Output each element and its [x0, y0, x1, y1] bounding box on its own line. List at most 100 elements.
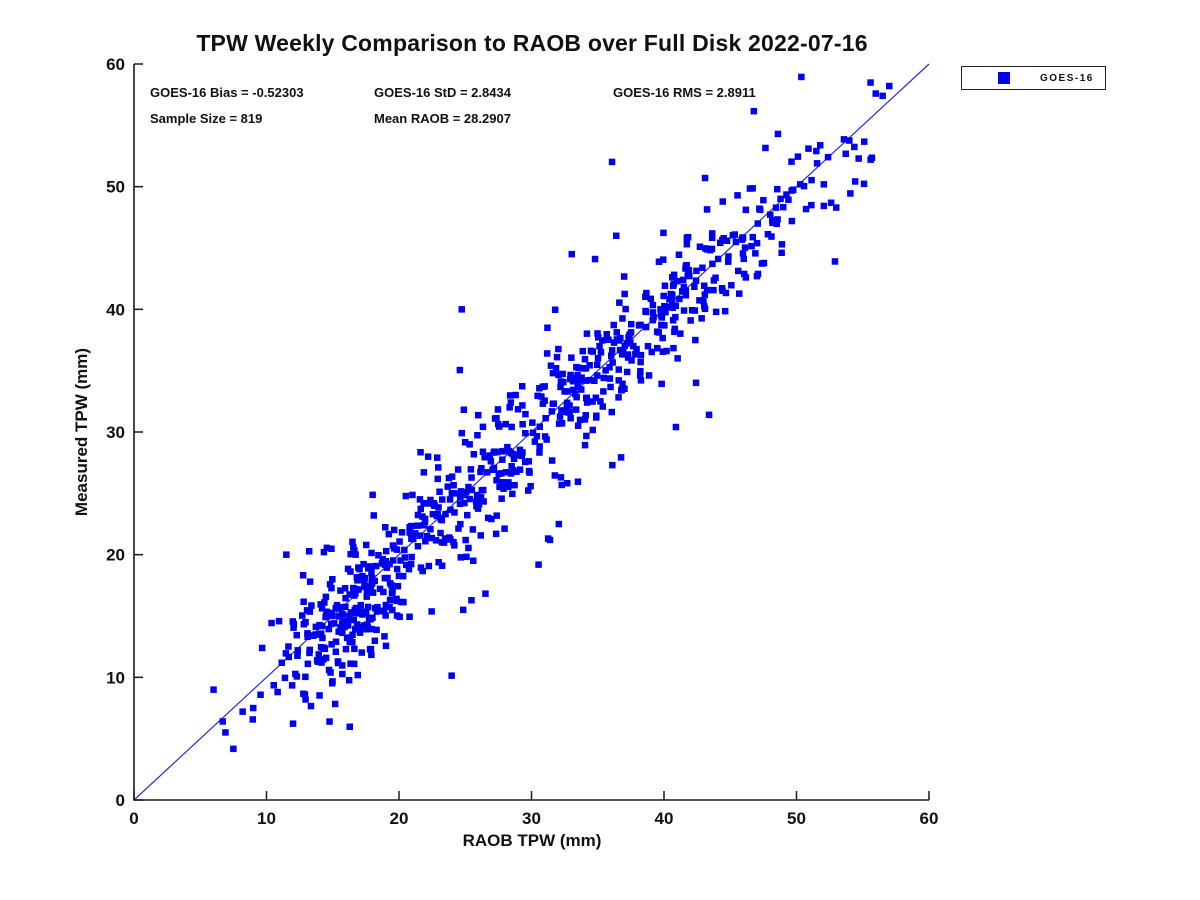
data-point: [714, 255, 722, 263]
data-point: [750, 107, 758, 115]
data-point: [628, 320, 635, 328]
data-point: [541, 433, 549, 440]
data-point: [582, 377, 590, 384]
data-point: [364, 603, 372, 611]
data-point: [468, 474, 475, 481]
data-point: [842, 150, 849, 157]
data-point: [661, 322, 668, 329]
data-point: [602, 367, 609, 374]
data-point: [382, 547, 390, 555]
data-point: [360, 622, 368, 629]
data-point: [583, 394, 591, 401]
data-point: [679, 288, 686, 295]
data-point: [434, 475, 441, 483]
data-point: [817, 142, 824, 149]
data-point: [886, 82, 893, 90]
data-point: [760, 259, 768, 267]
data-point: [493, 512, 500, 519]
data-point: [582, 365, 590, 372]
data-point: [529, 419, 536, 426]
data-point: [613, 329, 620, 336]
data-point: [369, 491, 376, 499]
data-point: [741, 244, 749, 251]
data-point: [292, 670, 299, 678]
data-point: [381, 633, 388, 640]
stat-sample-size: Sample Size = 819: [150, 111, 263, 126]
data-point: [369, 589, 377, 596]
data-point: [740, 255, 747, 263]
data-point: [596, 342, 603, 350]
data-point: [557, 378, 565, 385]
data-point: [496, 483, 503, 491]
data-point: [458, 429, 466, 437]
data-point: [626, 331, 633, 338]
legend-label: GOES-16: [1040, 72, 1094, 84]
data-point: [535, 561, 542, 568]
data-point: [354, 671, 361, 679]
data-point: [669, 297, 676, 304]
data-point: [618, 351, 626, 358]
data-point: [509, 451, 517, 458]
data-point: [350, 586, 357, 593]
data-point: [592, 394, 600, 401]
data-point: [753, 239, 761, 247]
data-point: [769, 217, 776, 224]
data-point: [321, 599, 328, 606]
data-point: [346, 612, 353, 620]
data-point: [621, 342, 628, 349]
data-point: [386, 560, 393, 568]
y-tick-label: 30: [106, 423, 125, 442]
data-point: [457, 520, 464, 528]
data-point: [488, 515, 495, 523]
x-tick-label: 20: [390, 809, 409, 828]
data-point: [624, 351, 632, 358]
data-point: [370, 512, 377, 519]
data-point: [516, 466, 524, 473]
data-point: [728, 282, 735, 289]
data-point: [461, 499, 468, 507]
data-point: [595, 334, 602, 341]
data-point: [509, 490, 516, 498]
data-point: [452, 490, 459, 497]
data-point: [499, 479, 506, 486]
data-point: [394, 582, 402, 590]
data-point: [851, 178, 859, 185]
data-point: [660, 256, 667, 263]
data-point: [642, 293, 649, 300]
data-point: [363, 541, 370, 549]
data-point: [486, 452, 493, 459]
data-point: [680, 307, 688, 314]
data-point: [289, 720, 297, 727]
x-tick-label: 40: [655, 809, 674, 828]
data-point: [417, 449, 424, 456]
data-point: [329, 678, 336, 685]
data-point: [344, 565, 352, 573]
data-point: [350, 660, 358, 668]
data-point: [306, 649, 313, 657]
data-point: [489, 466, 496, 473]
data-point: [385, 530, 393, 538]
data-point: [783, 191, 790, 198]
data-point: [521, 458, 529, 466]
data-point: [790, 186, 797, 193]
data-point: [797, 181, 804, 188]
data-point: [337, 587, 344, 594]
data-point: [608, 408, 615, 416]
data-point: [600, 374, 607, 382]
data-point: [691, 307, 699, 314]
data-point: [302, 696, 309, 703]
data-point: [325, 625, 333, 633]
data-point: [649, 309, 657, 316]
data-point: [609, 359, 616, 366]
data-point: [762, 144, 769, 152]
data-point: [506, 404, 513, 411]
data-point: [564, 480, 571, 487]
data-point: [468, 597, 475, 604]
data-point: [315, 651, 322, 658]
data-point: [774, 185, 781, 193]
data-point: [820, 181, 828, 188]
data-point: [692, 379, 700, 387]
data-point: [300, 690, 307, 697]
data-point: [633, 345, 640, 353]
data-point: [281, 674, 289, 682]
